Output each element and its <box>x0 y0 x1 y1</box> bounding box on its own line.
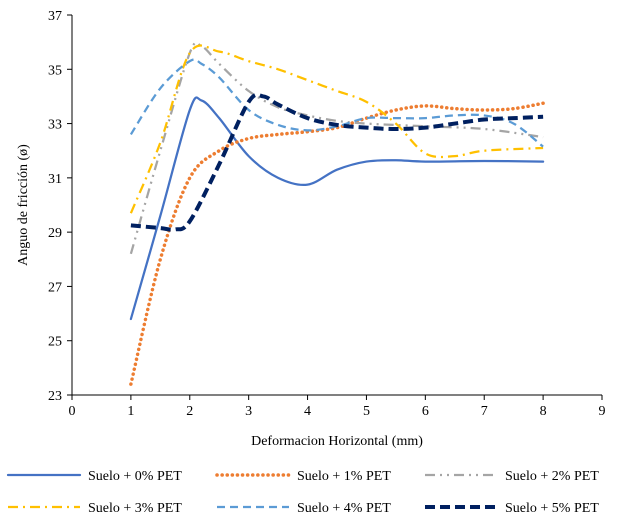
series-line-4 <box>129 58 544 148</box>
y-tick-label: 25 <box>48 335 62 350</box>
y-tick-label: 27 <box>48 280 62 295</box>
x-tick-label: 3 <box>245 404 252 419</box>
x-tick-label: 1 <box>127 404 134 419</box>
y-tick-label: 23 <box>48 389 62 404</box>
x-tick-label: 9 <box>599 404 606 419</box>
plot-series-group <box>129 41 545 386</box>
x-tick-label: 8 <box>540 404 547 419</box>
legend-label-1: Suelo + 1% PET <box>297 469 391 484</box>
series-line-2 <box>129 41 544 255</box>
x-tick-label: 6 <box>422 404 429 419</box>
x-tick-label: 7 <box>481 404 488 419</box>
series-line-1 <box>129 101 545 386</box>
x-tick-label: 2 <box>186 404 193 419</box>
series-line-0 <box>129 96 545 321</box>
legend-label-5: Suelo + 5% PET <box>505 501 599 516</box>
y-tick-label: 31 <box>48 172 62 187</box>
y-axis-title: Anguo de fricción (ø) <box>16 144 31 266</box>
legend-label-0: Suelo + 0% PET <box>88 469 182 484</box>
y-tick-label: 37 <box>48 9 62 24</box>
y-tick-label: 33 <box>48 118 62 133</box>
legend-label-3: Suelo + 3% PET <box>88 501 182 516</box>
legend-label-4: Suelo + 4% PET <box>297 501 391 516</box>
x-tick-label: 4 <box>304 404 311 419</box>
series-line-3 <box>129 44 544 214</box>
x-tick-label: 0 <box>69 404 76 419</box>
y-tick-label: 35 <box>48 63 62 78</box>
x-axis-title: Deformacion Horizontal (mm) <box>251 434 423 449</box>
legend: Suelo + 0% PET Suelo + 1% PET Suelo + 2% P… <box>6 469 599 516</box>
y-tick-label: 29 <box>48 226 62 241</box>
x-tick-label: 5 <box>363 404 370 419</box>
axes-group <box>67 14 603 400</box>
legend-label-2: Suelo + 2% PET <box>505 469 599 484</box>
series-line-5 <box>130 92 544 232</box>
